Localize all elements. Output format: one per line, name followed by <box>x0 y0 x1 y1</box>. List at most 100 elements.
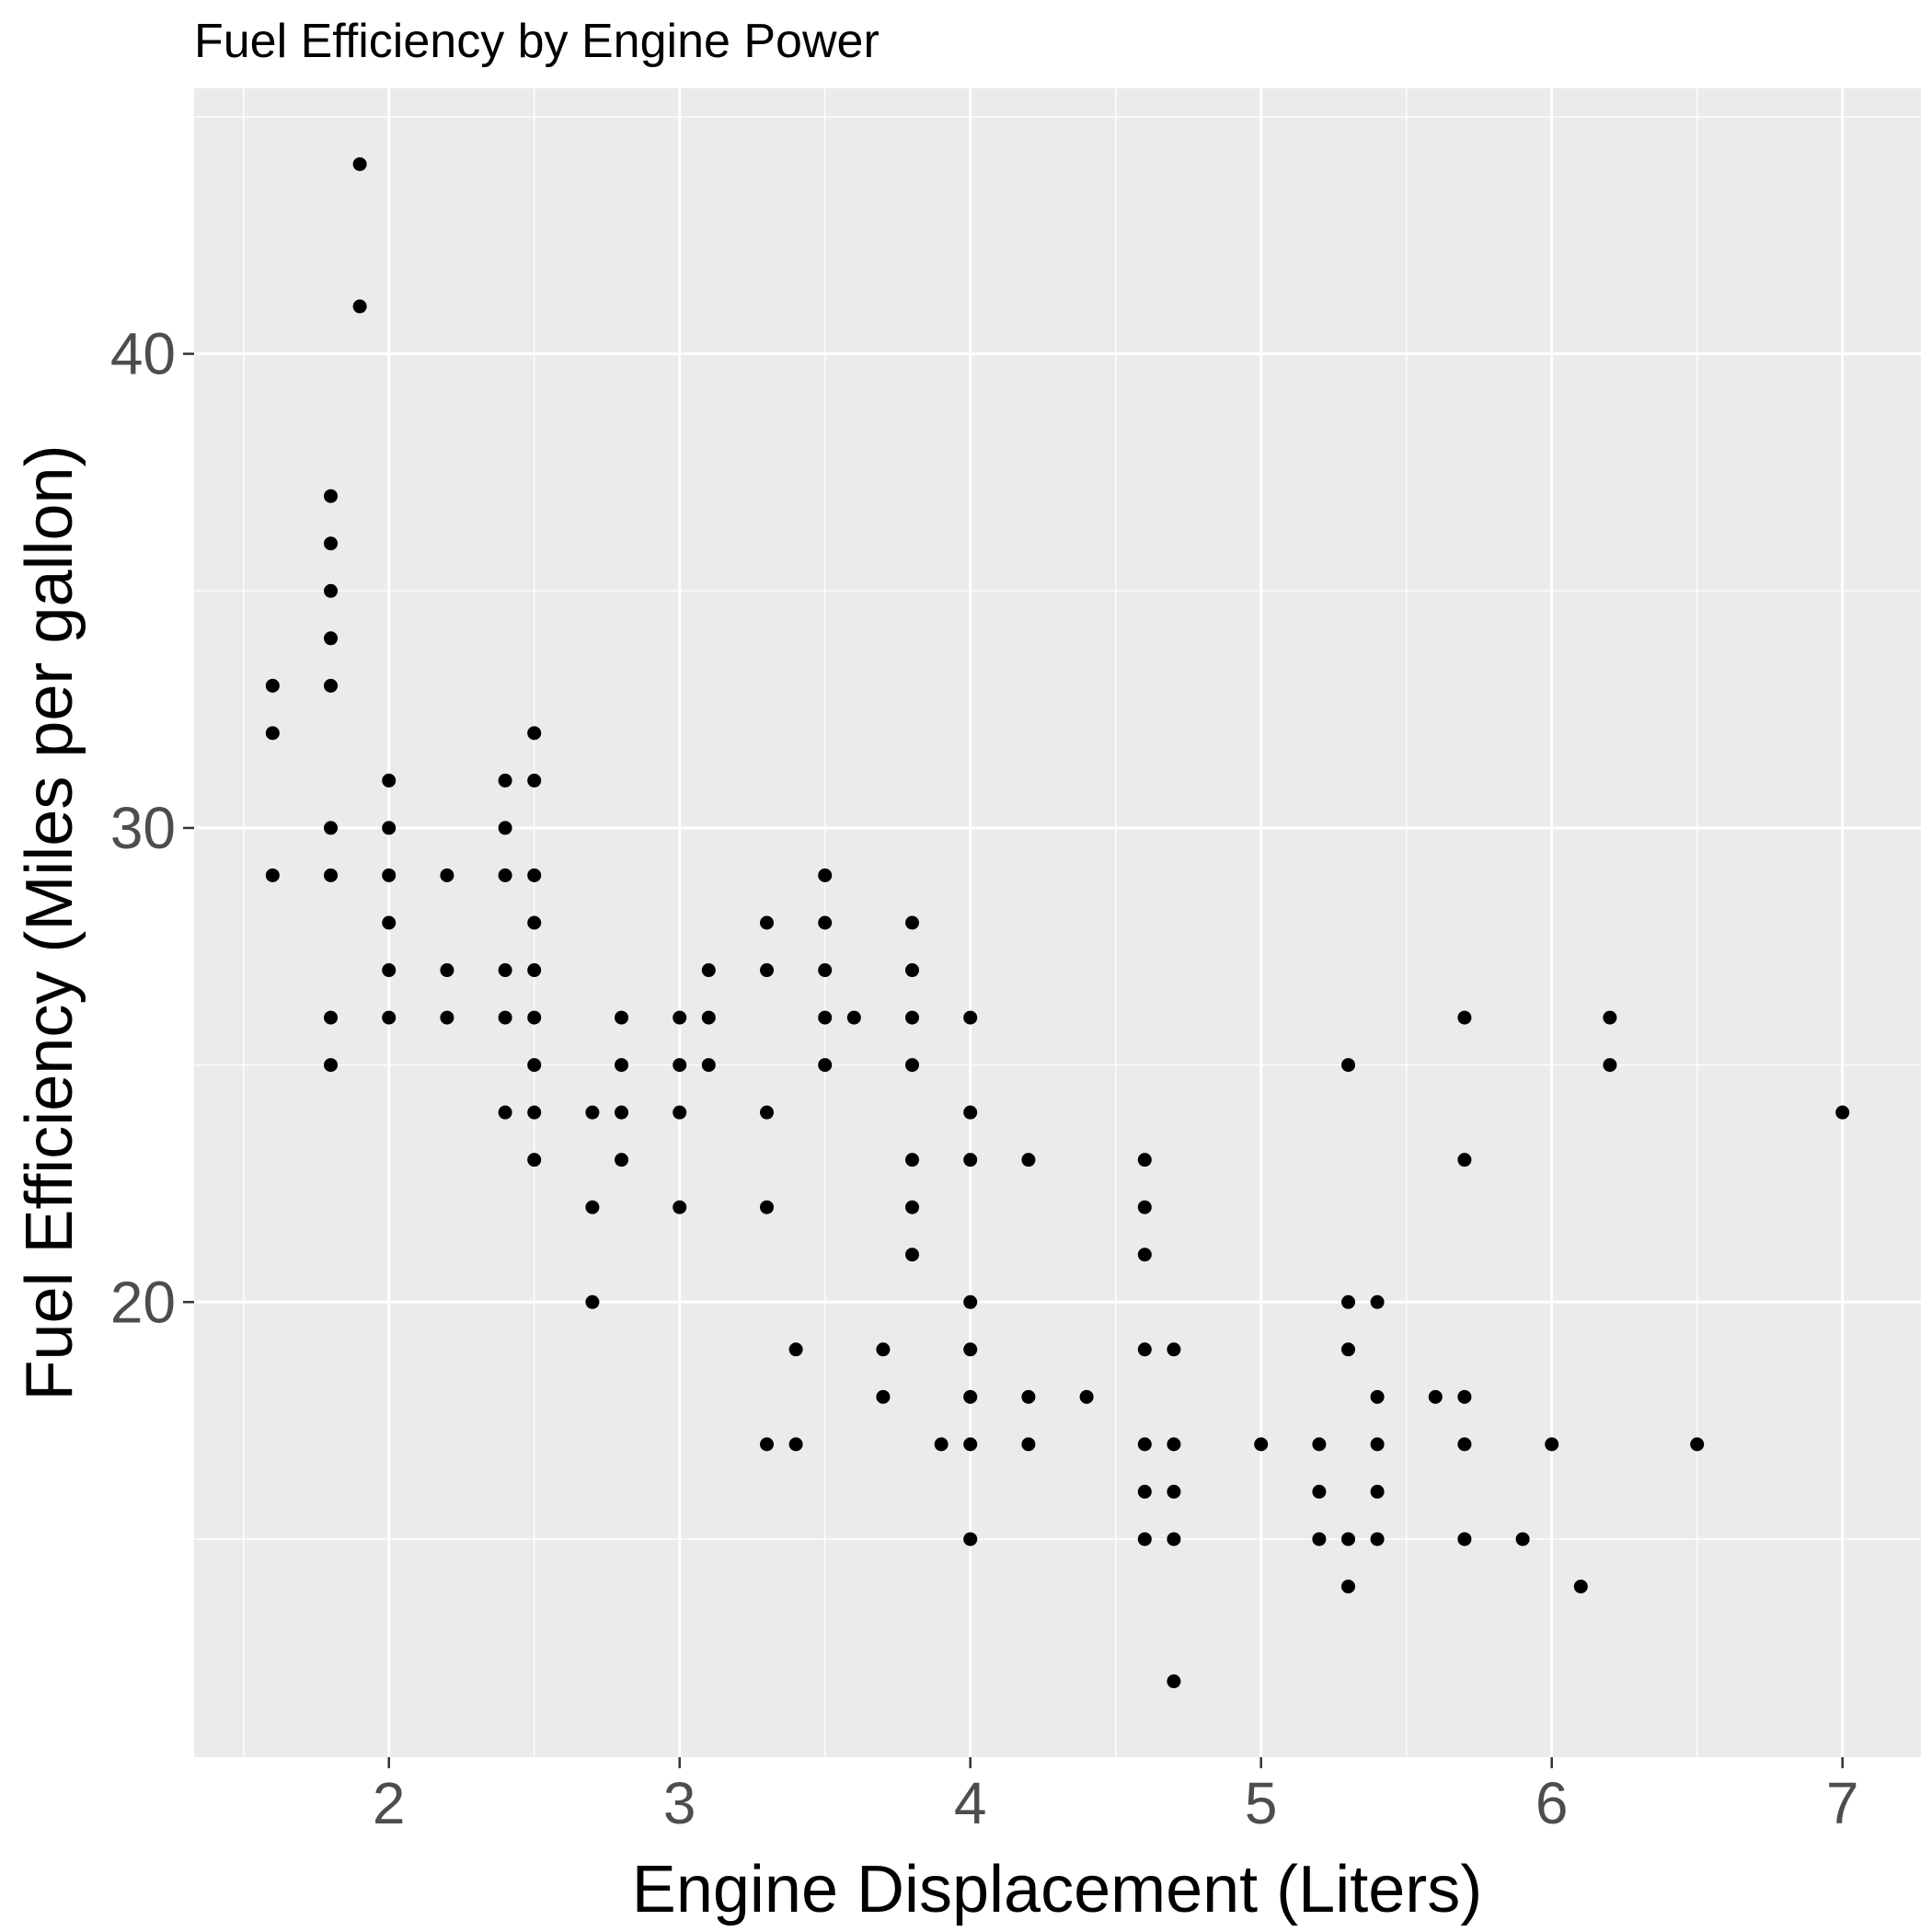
y-axis-ticks: 20 30 40 <box>110 321 194 1335</box>
data-point <box>498 1105 512 1120</box>
data-point <box>615 1105 629 1120</box>
data-point <box>352 299 367 314</box>
data-point <box>324 583 339 598</box>
data-point <box>324 489 339 503</box>
data-point <box>1137 1484 1152 1499</box>
data-point <box>585 1105 600 1120</box>
data-point <box>440 963 454 978</box>
data-point <box>760 1437 775 1452</box>
data-point <box>963 1294 978 1309</box>
data-point <box>324 821 339 835</box>
data-point <box>324 1058 339 1073</box>
data-point <box>1312 1437 1327 1452</box>
data-point <box>673 1010 687 1025</box>
data-point <box>1167 1342 1181 1357</box>
data-point <box>846 1010 861 1025</box>
data-point <box>1167 1532 1181 1547</box>
data-point <box>527 773 542 788</box>
x-tick-label: 3 <box>663 1770 696 1836</box>
data-point <box>265 868 280 882</box>
data-point <box>1573 1579 1588 1593</box>
data-point <box>1457 1389 1472 1404</box>
data-point <box>818 1058 833 1073</box>
data-point <box>527 915 542 930</box>
data-point <box>1370 1389 1385 1404</box>
data-point <box>1603 1010 1617 1025</box>
data-point <box>905 1058 920 1073</box>
x-axis-title: Engine Displacement (Liters) <box>632 1853 1482 1926</box>
data-point <box>585 1200 600 1214</box>
data-point <box>760 915 775 930</box>
data-point <box>1137 1437 1152 1452</box>
data-point <box>382 1010 397 1025</box>
data-point <box>1312 1484 1327 1499</box>
x-tick-label: 5 <box>1245 1770 1278 1836</box>
data-point <box>876 1342 891 1357</box>
data-point <box>963 1389 978 1404</box>
data-point <box>905 963 920 978</box>
y-tick-label: 30 <box>110 795 176 861</box>
data-point <box>1457 1010 1472 1025</box>
data-point <box>1137 1342 1152 1357</box>
data-point <box>1167 1484 1181 1499</box>
data-point <box>265 678 280 693</box>
data-point <box>760 1105 775 1120</box>
x-tick-label: 2 <box>373 1770 406 1836</box>
data-point <box>1137 1248 1152 1262</box>
data-point <box>1021 1153 1036 1167</box>
data-point <box>382 915 397 930</box>
data-point <box>1167 1674 1181 1689</box>
data-point <box>527 963 542 978</box>
data-point <box>788 1437 803 1452</box>
data-point <box>615 1010 629 1025</box>
data-point <box>1835 1105 1850 1120</box>
data-point <box>498 963 512 978</box>
data-point <box>382 773 397 788</box>
data-point <box>615 1153 629 1167</box>
data-point <box>905 1200 920 1214</box>
data-point <box>1340 1058 1355 1073</box>
data-point <box>1340 1532 1355 1547</box>
data-point <box>324 678 339 693</box>
data-point <box>324 631 339 646</box>
data-point <box>1137 1532 1152 1547</box>
data-point <box>440 1010 454 1025</box>
data-point <box>905 1010 920 1025</box>
data-point <box>352 156 367 171</box>
data-point <box>265 726 280 741</box>
data-point <box>701 963 716 978</box>
data-point <box>818 868 833 882</box>
plot-panel <box>194 88 1921 1757</box>
data-point <box>527 1105 542 1120</box>
data-point <box>615 1058 629 1073</box>
data-point <box>1137 1153 1152 1167</box>
data-point <box>1370 1532 1385 1547</box>
x-tick-label: 7 <box>1826 1770 1859 1836</box>
data-point <box>498 868 512 882</box>
data-point <box>440 868 454 882</box>
data-point <box>1254 1437 1269 1452</box>
data-point <box>673 1200 687 1214</box>
data-point <box>1370 1294 1385 1309</box>
data-point <box>905 1248 920 1262</box>
data-point <box>963 1437 978 1452</box>
data-point <box>934 1437 949 1452</box>
data-point <box>498 773 512 788</box>
data-point <box>527 868 542 882</box>
data-points <box>265 156 1850 1689</box>
data-point <box>673 1105 687 1120</box>
data-point <box>1340 1579 1355 1593</box>
data-point <box>701 1010 716 1025</box>
data-point <box>818 963 833 978</box>
data-point <box>876 1389 891 1404</box>
data-point <box>1428 1389 1443 1404</box>
data-point <box>963 1342 978 1357</box>
data-point <box>527 726 542 741</box>
data-point <box>788 1342 803 1357</box>
data-point <box>1137 1200 1152 1214</box>
data-point <box>963 1532 978 1547</box>
data-point <box>673 1058 687 1073</box>
x-axis-ticks: 2 3 4 5 6 7 <box>373 1757 1859 1836</box>
data-point <box>818 1010 833 1025</box>
